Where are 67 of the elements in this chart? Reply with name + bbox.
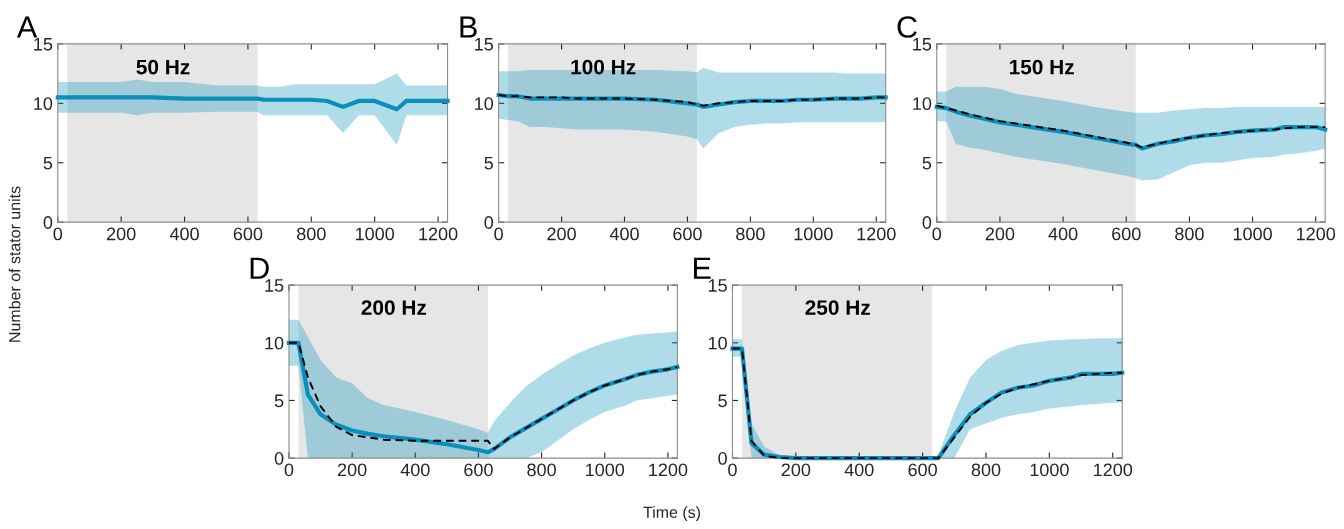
x-tick-label: 800: [971, 463, 1001, 477]
annotation: 50 Hz: [136, 59, 190, 75]
x-tick-label: 0: [284, 463, 294, 477]
x-tick-label: 600: [673, 227, 702, 241]
y-tick-label: 10: [265, 336, 284, 350]
x-tick-label: 1000: [355, 227, 395, 241]
text: A: [16, 16, 38, 38]
y-tick-label: 15: [913, 38, 932, 51]
y-tick-label: 0: [43, 216, 53, 229]
x-tick-label: 800: [736, 227, 765, 241]
y-tick-label: 10: [708, 336, 727, 350]
annotation: 250 Hz: [805, 300, 870, 315]
x-tick-label: 400: [1048, 227, 1078, 241]
y-tick-label: 5: [718, 394, 727, 408]
x-tick-label: 1000: [1030, 463, 1069, 477]
y-tick-label: 0: [484, 216, 494, 229]
x-tick-label: 600: [1112, 227, 1141, 241]
x-tick-label: 1200: [1297, 227, 1336, 241]
x-tick-label: 400: [400, 463, 430, 477]
annotation: 100 Hz: [571, 59, 636, 75]
x-tick-label: 600: [464, 463, 493, 477]
y-tick-label: 10: [913, 97, 932, 111]
x-tick-label: 800: [297, 227, 326, 241]
y-tick-label: 15: [265, 279, 284, 292]
y-tick-label: 15: [475, 38, 494, 51]
x-tick-label: 200: [781, 463, 811, 477]
text: D: [250, 257, 269, 279]
x-tick-label: 1200: [419, 227, 458, 241]
text: E: [694, 257, 711, 279]
text: C: [897, 16, 917, 38]
x-axis-title: Time (s): [643, 506, 700, 522]
x-tick-label: 0: [932, 227, 942, 241]
x-tick-label: 800: [527, 463, 556, 477]
y-tick-label: 10: [34, 97, 53, 111]
x-tick-label: 0: [53, 227, 63, 241]
x-tick-label: 600: [908, 463, 937, 477]
annotation: 150 Hz: [1009, 59, 1074, 75]
x-tick-label: 200: [985, 227, 1015, 241]
x-tick-label: 600: [233, 227, 263, 241]
x-tick-label: 0: [728, 463, 737, 477]
x-tick-label: 1200: [649, 463, 688, 477]
y-tick-label: 15: [708, 279, 727, 292]
x-tick-label: 1000: [794, 227, 833, 241]
x-tick-label: 400: [609, 227, 639, 241]
x-tick-label: 200: [107, 227, 136, 241]
y-tick-label: 5: [484, 156, 494, 170]
y-tick-label: 5: [922, 156, 932, 170]
x-tick-label: 0: [494, 227, 503, 241]
y-tick-label: 5: [274, 394, 284, 408]
y-tick-label: 10: [475, 97, 494, 111]
y-tick-label: 0: [718, 452, 727, 465]
annotation: 200 Hz: [361, 300, 427, 315]
y-axis-title: Number of stator units: [8, 186, 21, 342]
x-tick-label: 1200: [1094, 463, 1133, 477]
y-tick-label: 0: [274, 452, 284, 465]
x-tick-label: 400: [844, 463, 874, 477]
x-tick-label: 400: [169, 227, 199, 241]
x-tick-label: 800: [1175, 227, 1204, 241]
y-tick-label: 5: [43, 156, 53, 170]
x-tick-label: 200: [337, 463, 367, 477]
x-tick-label: 1000: [586, 463, 625, 477]
x-tick-label: 200: [547, 227, 576, 241]
y-tick-label: 0: [922, 216, 932, 229]
x-tick-label: 1200: [857, 227, 896, 241]
text: B: [460, 16, 477, 38]
y-tick-label: 15: [34, 38, 53, 51]
x-tick-label: 1000: [1233, 227, 1272, 241]
